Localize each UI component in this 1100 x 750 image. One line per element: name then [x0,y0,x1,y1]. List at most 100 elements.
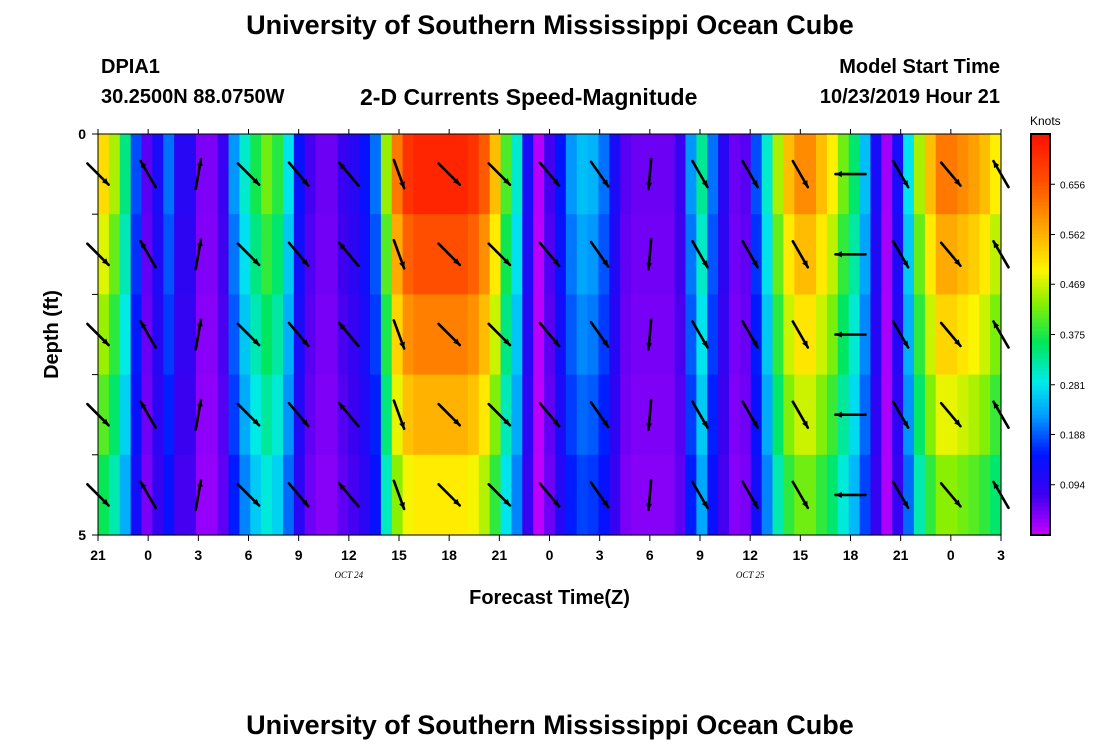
x-tick-label: 3 [596,547,604,563]
x-tick-label: 0 [947,547,955,563]
heatmap-cell [924,454,937,536]
current-arrow [437,482,462,507]
colorbar-segment [1031,430,1050,436]
heatmap-cell [816,454,828,536]
heatmap-cell [239,214,251,295]
colorbar-segment [1031,494,1050,500]
colorbar-segment [1031,326,1050,332]
heatmap-cell [935,214,948,295]
heatmap-cell [565,214,578,295]
current-arrow [538,401,561,428]
heatmap-cell [892,134,904,215]
colorbar-segment [1031,518,1050,524]
current-arrow [891,240,910,269]
heatmap-cell [217,294,230,376]
colorbar-tick-label: 0.094 [1060,481,1085,492]
heatmap-cell [337,214,349,295]
heatmap-cell [326,214,338,295]
heatmap-cell [195,134,208,215]
heatmap-cell [380,374,393,456]
colorbar-segment [1031,366,1050,372]
current-arrow [287,321,310,348]
current-arrow [487,482,512,507]
heatmap-cell [870,294,882,376]
current-arrow [194,318,203,351]
colorbar-segment [1031,382,1050,388]
current-arrow [236,482,261,507]
colorbar-segment [1031,418,1050,424]
current-arrow [392,158,406,190]
heatmap-cell [130,134,143,215]
current-arrow [337,241,360,268]
heatmap-cell [457,134,469,215]
heatmap-cell [402,374,415,456]
heatmap-cell [457,454,469,536]
heatmap-cell [402,454,415,536]
heatmap-cell [957,454,969,536]
heatmap-cell [163,134,175,215]
heatmap-cell [663,214,676,295]
heatmap-cell [968,134,980,215]
heatmap-cell [598,214,610,295]
colorbar-segment [1031,226,1050,231]
heatmap-cell [576,374,589,456]
current-arrow [589,481,610,509]
colorbar-segment [1031,358,1050,364]
current-arrow [437,322,462,347]
colorbar-segment [1031,434,1050,440]
heatmap-cell [467,214,480,295]
heatmap-cell [816,294,828,376]
x-tick-label: 12 [742,547,758,563]
heatmap-cell [478,374,491,456]
heatmap-cell [718,134,730,215]
heatmap-cell [380,454,393,536]
heatmap-cell [641,134,654,215]
heatmap-cell [729,374,741,456]
heatmap-cell [108,294,121,376]
heatmap-cell [641,214,654,295]
heatmap-cell [500,374,513,456]
heatmap-cell [369,214,382,295]
heatmap-cell [685,294,697,376]
heatmap-cell [620,294,632,376]
heatmap-cell [315,134,328,215]
current-arrow [538,482,561,508]
y-tick-label: 0 [78,126,86,142]
current-arrow [589,401,610,429]
colorbar-segment [1031,154,1050,159]
colorbar-segment [1031,422,1050,428]
current-arrow [791,320,810,349]
colorbar-segment [1031,174,1050,179]
heatmap-cell [282,374,295,456]
heatmap-cell [239,294,251,376]
current-arrow [691,240,709,269]
current-arrow [589,320,610,349]
x-tick-label: 3 [997,547,1005,563]
colorbar-segment [1031,346,1050,352]
heatmap-cell [174,134,186,215]
heatmap-cell [130,374,143,456]
colorbar-segment [1031,194,1050,199]
heatmap-cell [739,374,752,456]
colorbar-segment [1031,426,1050,432]
colorbar-segment [1031,170,1050,175]
heatmap-cell [152,294,164,376]
heatmap-cell [631,134,643,215]
heatmap-cell [739,454,752,536]
heatmap-cell [750,134,763,215]
heatmap-cell [674,374,687,456]
heatmap-cell [348,374,360,456]
colorbar-segment [1031,498,1050,504]
heatmap-cell [609,374,621,456]
heatmap-cell [816,374,828,456]
current-arrow [791,159,810,189]
colorbar-segment [1031,238,1050,243]
chart-subtitle: 2-D Currents Speed-Magnitude [360,84,698,110]
heatmap-cell [783,294,795,376]
heatmap-cell [598,454,610,536]
colorbar-segment [1031,286,1050,291]
current-arrow [891,159,910,189]
heatmap-cell [805,374,817,456]
colorbar-segment [1031,158,1050,163]
colorbar-segment [1031,206,1050,211]
